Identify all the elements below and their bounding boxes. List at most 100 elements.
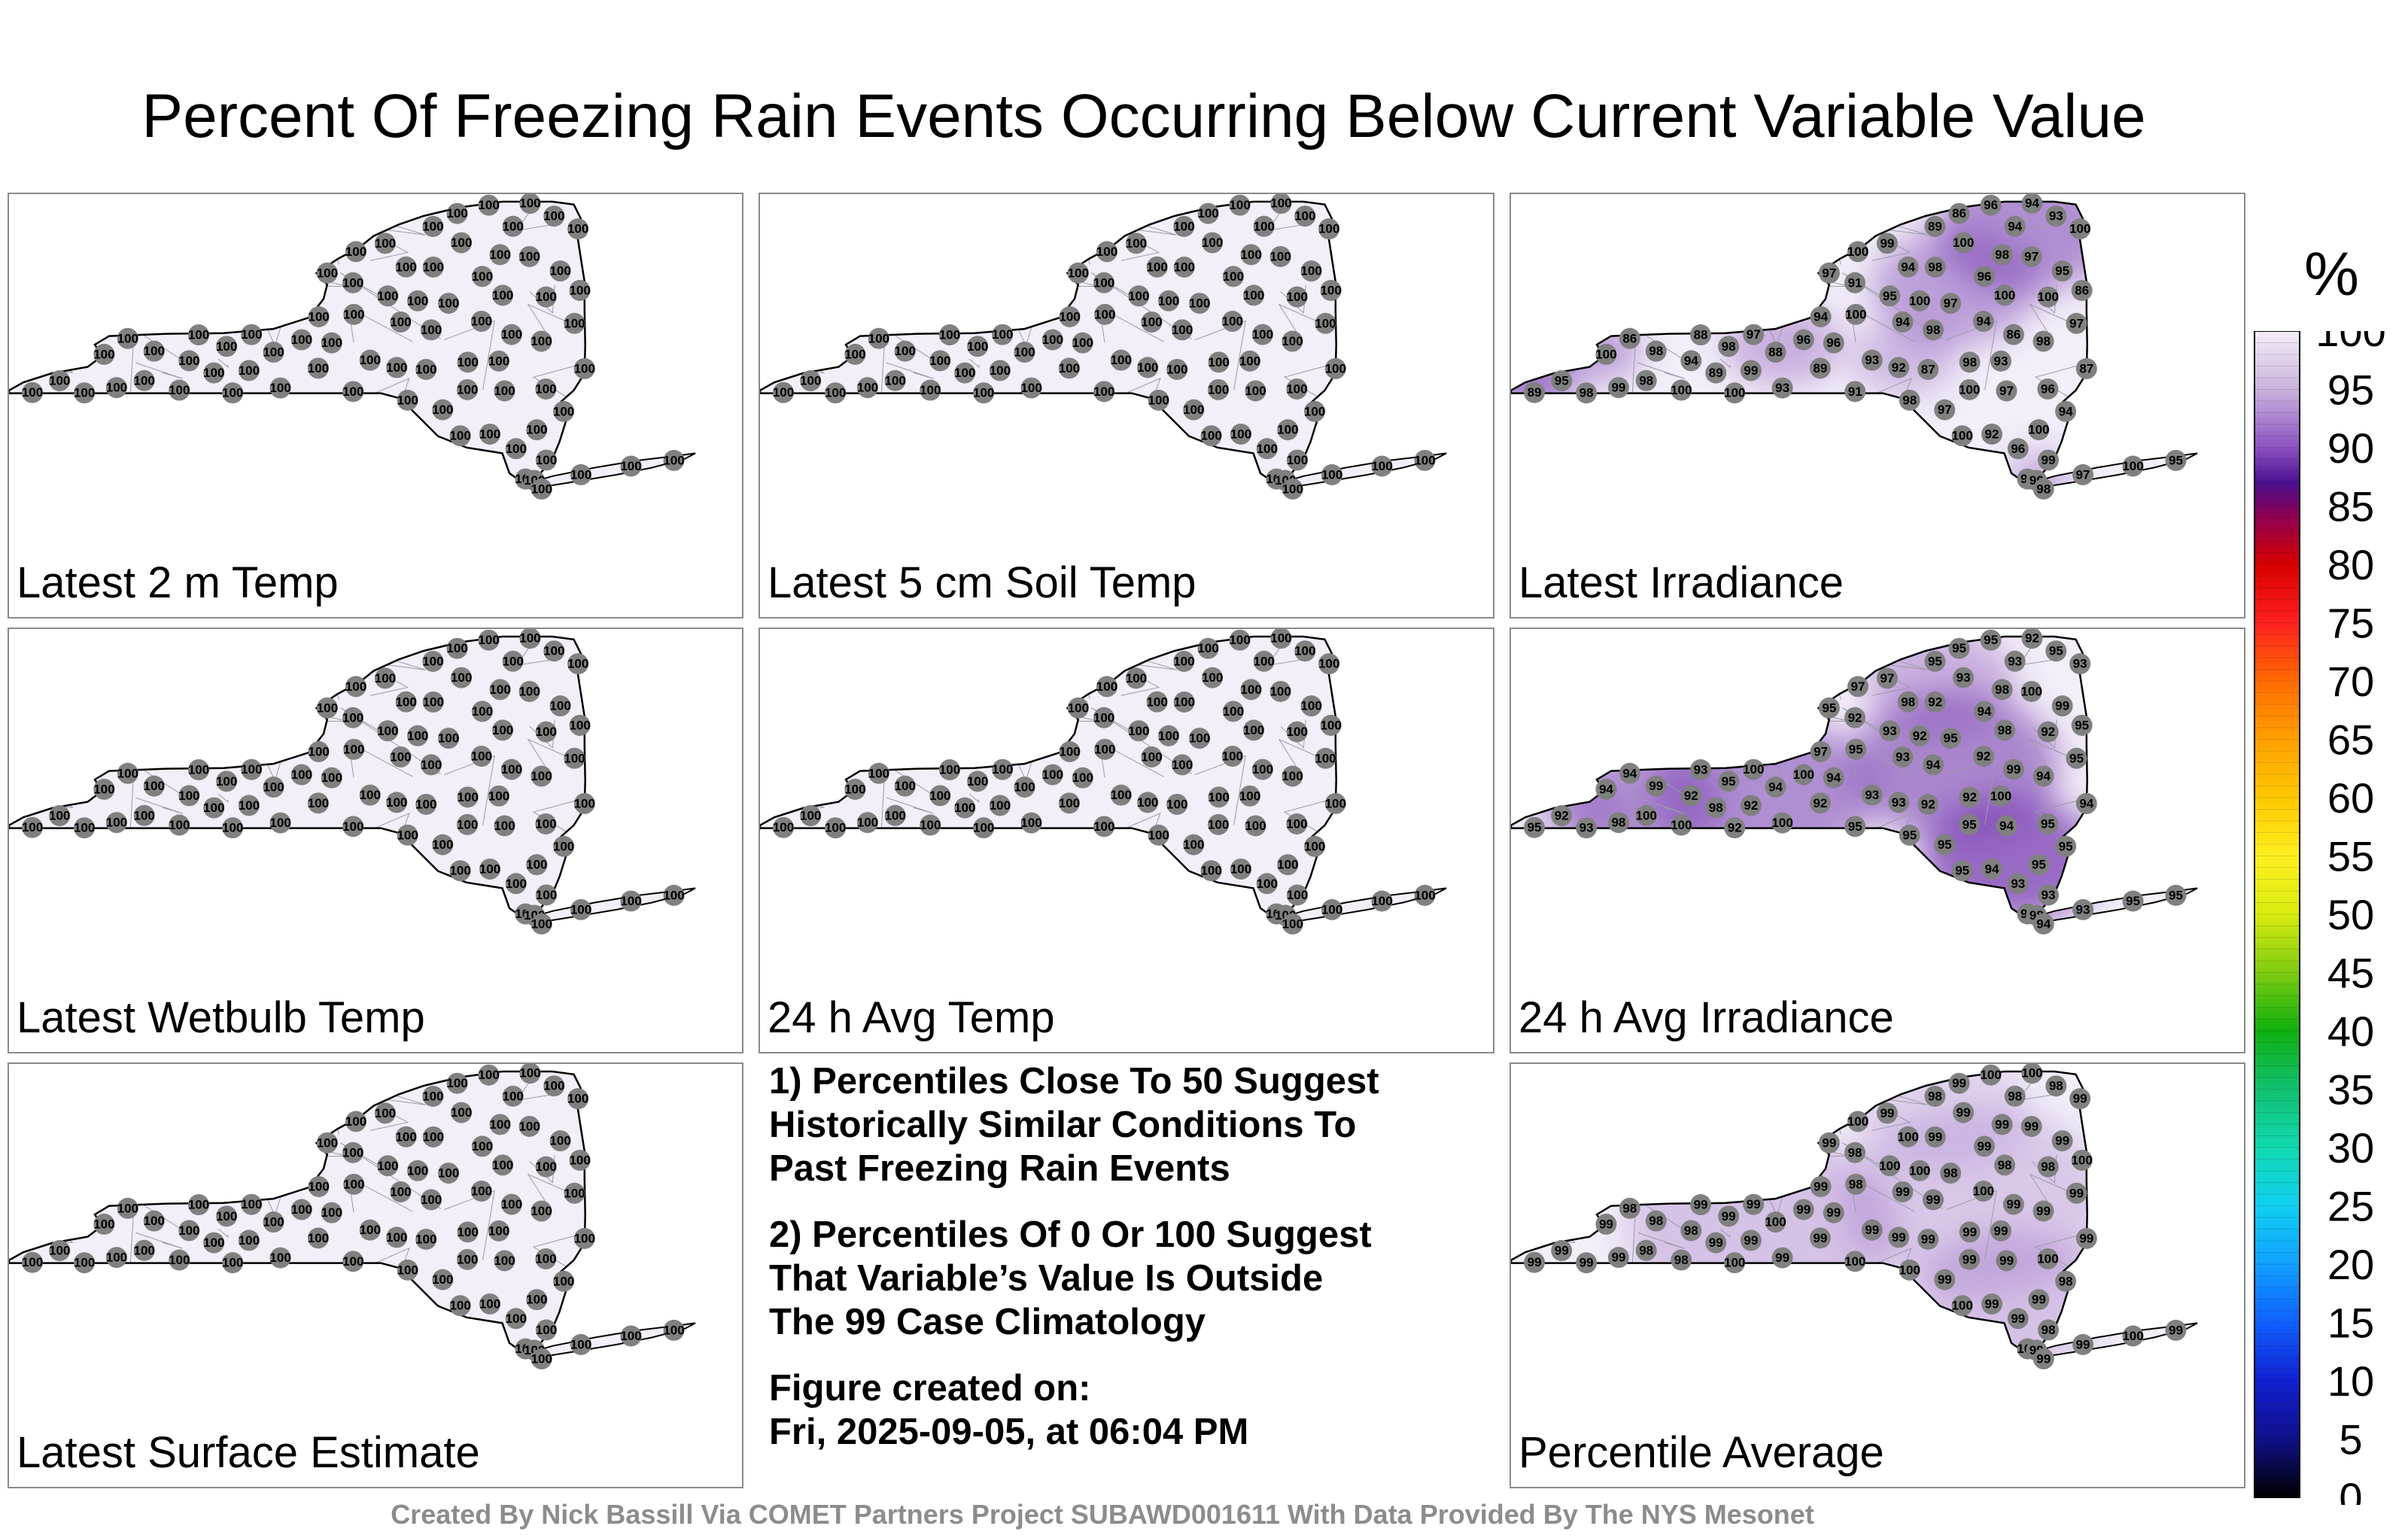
station-marker: 98 — [2055, 1270, 2077, 1292]
station-marker: 100 — [1371, 455, 1393, 477]
station-dot — [1980, 629, 2002, 651]
station-value: 100 — [844, 347, 865, 361]
station-dot — [74, 817, 96, 839]
station-value: 100 — [1414, 888, 1435, 902]
station-value: 100 — [569, 718, 590, 732]
station-value: 100 — [553, 404, 574, 418]
station-value: 100 — [857, 816, 878, 830]
station-value: 100 — [992, 762, 1013, 777]
station-value: 99 — [2073, 1092, 2087, 1106]
station-dot — [343, 303, 365, 325]
station-marker: 100 — [263, 1211, 284, 1233]
note-line: Fri, 2025-09-05, at 06:04 PM — [769, 1412, 1249, 1452]
station-marker: 100 — [1174, 691, 1195, 713]
panel-latest-surface-estimate: 100 100 100 100 100 100 100 100 100 100 100 100 100 1… — [8, 1062, 743, 1488]
station-value: 100 — [22, 820, 43, 834]
station-marker: 99 — [2075, 1227, 2097, 1249]
station-dot — [884, 369, 906, 391]
station-marker: 100 — [569, 279, 591, 301]
station-dot — [1251, 758, 1273, 780]
station-dot — [1909, 725, 1931, 746]
station-marker: 100 — [415, 1228, 436, 1250]
colorbar-tick-label: 30 — [2327, 1124, 2374, 1172]
station-value: 100 — [423, 1129, 444, 1144]
station-dot — [567, 653, 589, 675]
station-value: 100 — [457, 790, 478, 804]
station-dot — [939, 324, 961, 346]
station-marker: 100 — [503, 1085, 524, 1107]
station-value: 99 — [1938, 1272, 1952, 1287]
station-dot — [1141, 311, 1163, 333]
station-dot — [1996, 380, 2017, 402]
station-marker: 100 — [375, 1102, 396, 1124]
station-dot — [1724, 1252, 1746, 1274]
station-value: 98 — [1649, 1214, 1663, 1228]
station-dot — [1318, 653, 1340, 675]
station-marker: 94 — [2075, 792, 2097, 814]
station-dot — [492, 719, 514, 741]
station-value: 100 — [423, 695, 444, 709]
station-marker: 100 — [1321, 898, 1342, 920]
station-value: 100 — [1254, 654, 1275, 668]
station-value: 99 — [1994, 1223, 2008, 1238]
station-dot — [390, 1181, 412, 1202]
station-dot — [1221, 746, 1243, 768]
station-marker: 87 — [1917, 358, 1939, 380]
station-value: 100 — [1257, 877, 1278, 891]
station-value: 100 — [1315, 316, 1336, 330]
station-value: 93 — [1865, 788, 1879, 802]
station-dot — [553, 835, 575, 857]
station-marker: 94 — [2033, 765, 2054, 787]
station-dot — [216, 1205, 238, 1227]
station-value: 100 — [169, 818, 190, 832]
station-dot — [407, 725, 429, 746]
station-marker: 100 — [1200, 860, 1222, 882]
note-percentile-50: 1) Percentiles Close To 50 Suggest Histo… — [769, 1059, 1491, 1190]
station-value: 99 — [1796, 1202, 1811, 1217]
station-dot — [549, 260, 571, 282]
station-marker: 100 — [1208, 351, 1230, 373]
station-value: 100 — [188, 328, 209, 342]
station-dot — [49, 370, 71, 392]
station-value: 100 — [1909, 1163, 1930, 1178]
station-dot — [573, 1227, 595, 1249]
station-marker: 100 — [1173, 215, 1195, 237]
station-marker: 100 — [1172, 754, 1193, 776]
station-dot — [1125, 233, 1147, 254]
station-dot — [1743, 1193, 1765, 1215]
station-marker: 98 — [1924, 256, 1946, 278]
station-dot — [1315, 747, 1336, 769]
station-value: 94 — [2008, 219, 2022, 233]
station-value: 98 — [1849, 1177, 1863, 1191]
station-marker: 100 — [1202, 232, 1223, 254]
station-value: 100 — [446, 641, 467, 655]
station-marker: 95 — [2066, 747, 2087, 769]
station-dot — [1607, 377, 1629, 399]
station-marker: 88 — [1765, 342, 1786, 363]
station-marker: 100 — [1252, 324, 1273, 345]
station-value: 100 — [93, 782, 114, 796]
station-marker: 100 — [1197, 637, 1219, 659]
station-dot — [920, 379, 941, 401]
station-marker: 100 — [321, 767, 342, 789]
station-value: 96 — [1977, 269, 1991, 284]
station-value: 100 — [492, 288, 513, 302]
station-dot — [505, 1308, 527, 1330]
station-dot — [2004, 650, 2026, 672]
station-value: 92 — [1985, 427, 1999, 441]
station-value: 100 — [1294, 209, 1315, 223]
station-value: 100 — [457, 382, 478, 397]
station-marker: 100 — [239, 1230, 260, 1251]
station-marker: 100 — [423, 256, 444, 278]
station-dot — [1897, 256, 1919, 278]
station-marker: 100 — [1953, 232, 1974, 254]
station-value: 100 — [22, 385, 43, 400]
station-marker: 100 — [1245, 380, 1266, 402]
station-dot — [1953, 1102, 1975, 1123]
station-value: 100 — [1174, 260, 1195, 274]
station-marker: 98 — [1705, 797, 1727, 819]
note-line: Past Freezing Rain Events — [769, 1148, 1230, 1189]
station-dot — [1990, 350, 2011, 372]
station-value: 100 — [342, 275, 363, 290]
station-marker: 100 — [222, 1252, 243, 1274]
